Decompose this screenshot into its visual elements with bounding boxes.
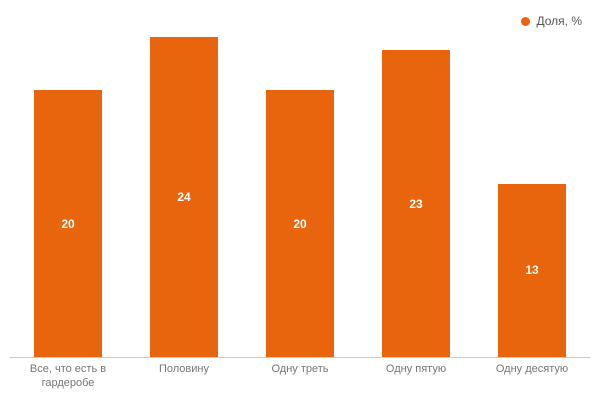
- x-axis-label: Одну пятую: [385, 363, 447, 375]
- bar-slot: 23: [358, 10, 474, 357]
- legend[interactable]: Доля, %: [521, 14, 582, 28]
- bars-container: 20 24 20 23 13: [10, 10, 590, 357]
- bar-3[interactable]: 20: [266, 90, 334, 357]
- bar-5[interactable]: 13: [498, 183, 566, 357]
- x-axis-label: Одну десятую: [495, 363, 569, 375]
- plot-area: 20 24 20 23 13: [10, 10, 590, 358]
- x-axis-label: Все, что есть в гардеробе: [29, 363, 107, 390]
- bar-value-label: 13: [525, 263, 539, 278]
- x-axis-label: Половину: [158, 363, 209, 375]
- bar-slot: 24: [126, 10, 242, 357]
- bar-1[interactable]: 20: [34, 90, 102, 357]
- bar-2[interactable]: 24: [150, 36, 218, 357]
- bar-slot: 20: [242, 10, 358, 357]
- x-axis-label: Одну треть: [271, 363, 329, 375]
- bar-value-label: 20: [293, 216, 307, 231]
- legend-label: Доля, %: [536, 14, 582, 28]
- x-axis-labels: Все, что есть в гардеробе Половину Одну тр…: [10, 362, 590, 391]
- bar-slot: 20: [10, 10, 126, 357]
- bar-4[interactable]: 23: [382, 50, 450, 357]
- bar-slot: 13: [474, 10, 590, 357]
- legend-marker-icon: [521, 16, 531, 26]
- bar-value-label: 24: [177, 189, 191, 204]
- bar-value-label: 23: [409, 196, 423, 211]
- bar-value-label: 20: [61, 216, 75, 231]
